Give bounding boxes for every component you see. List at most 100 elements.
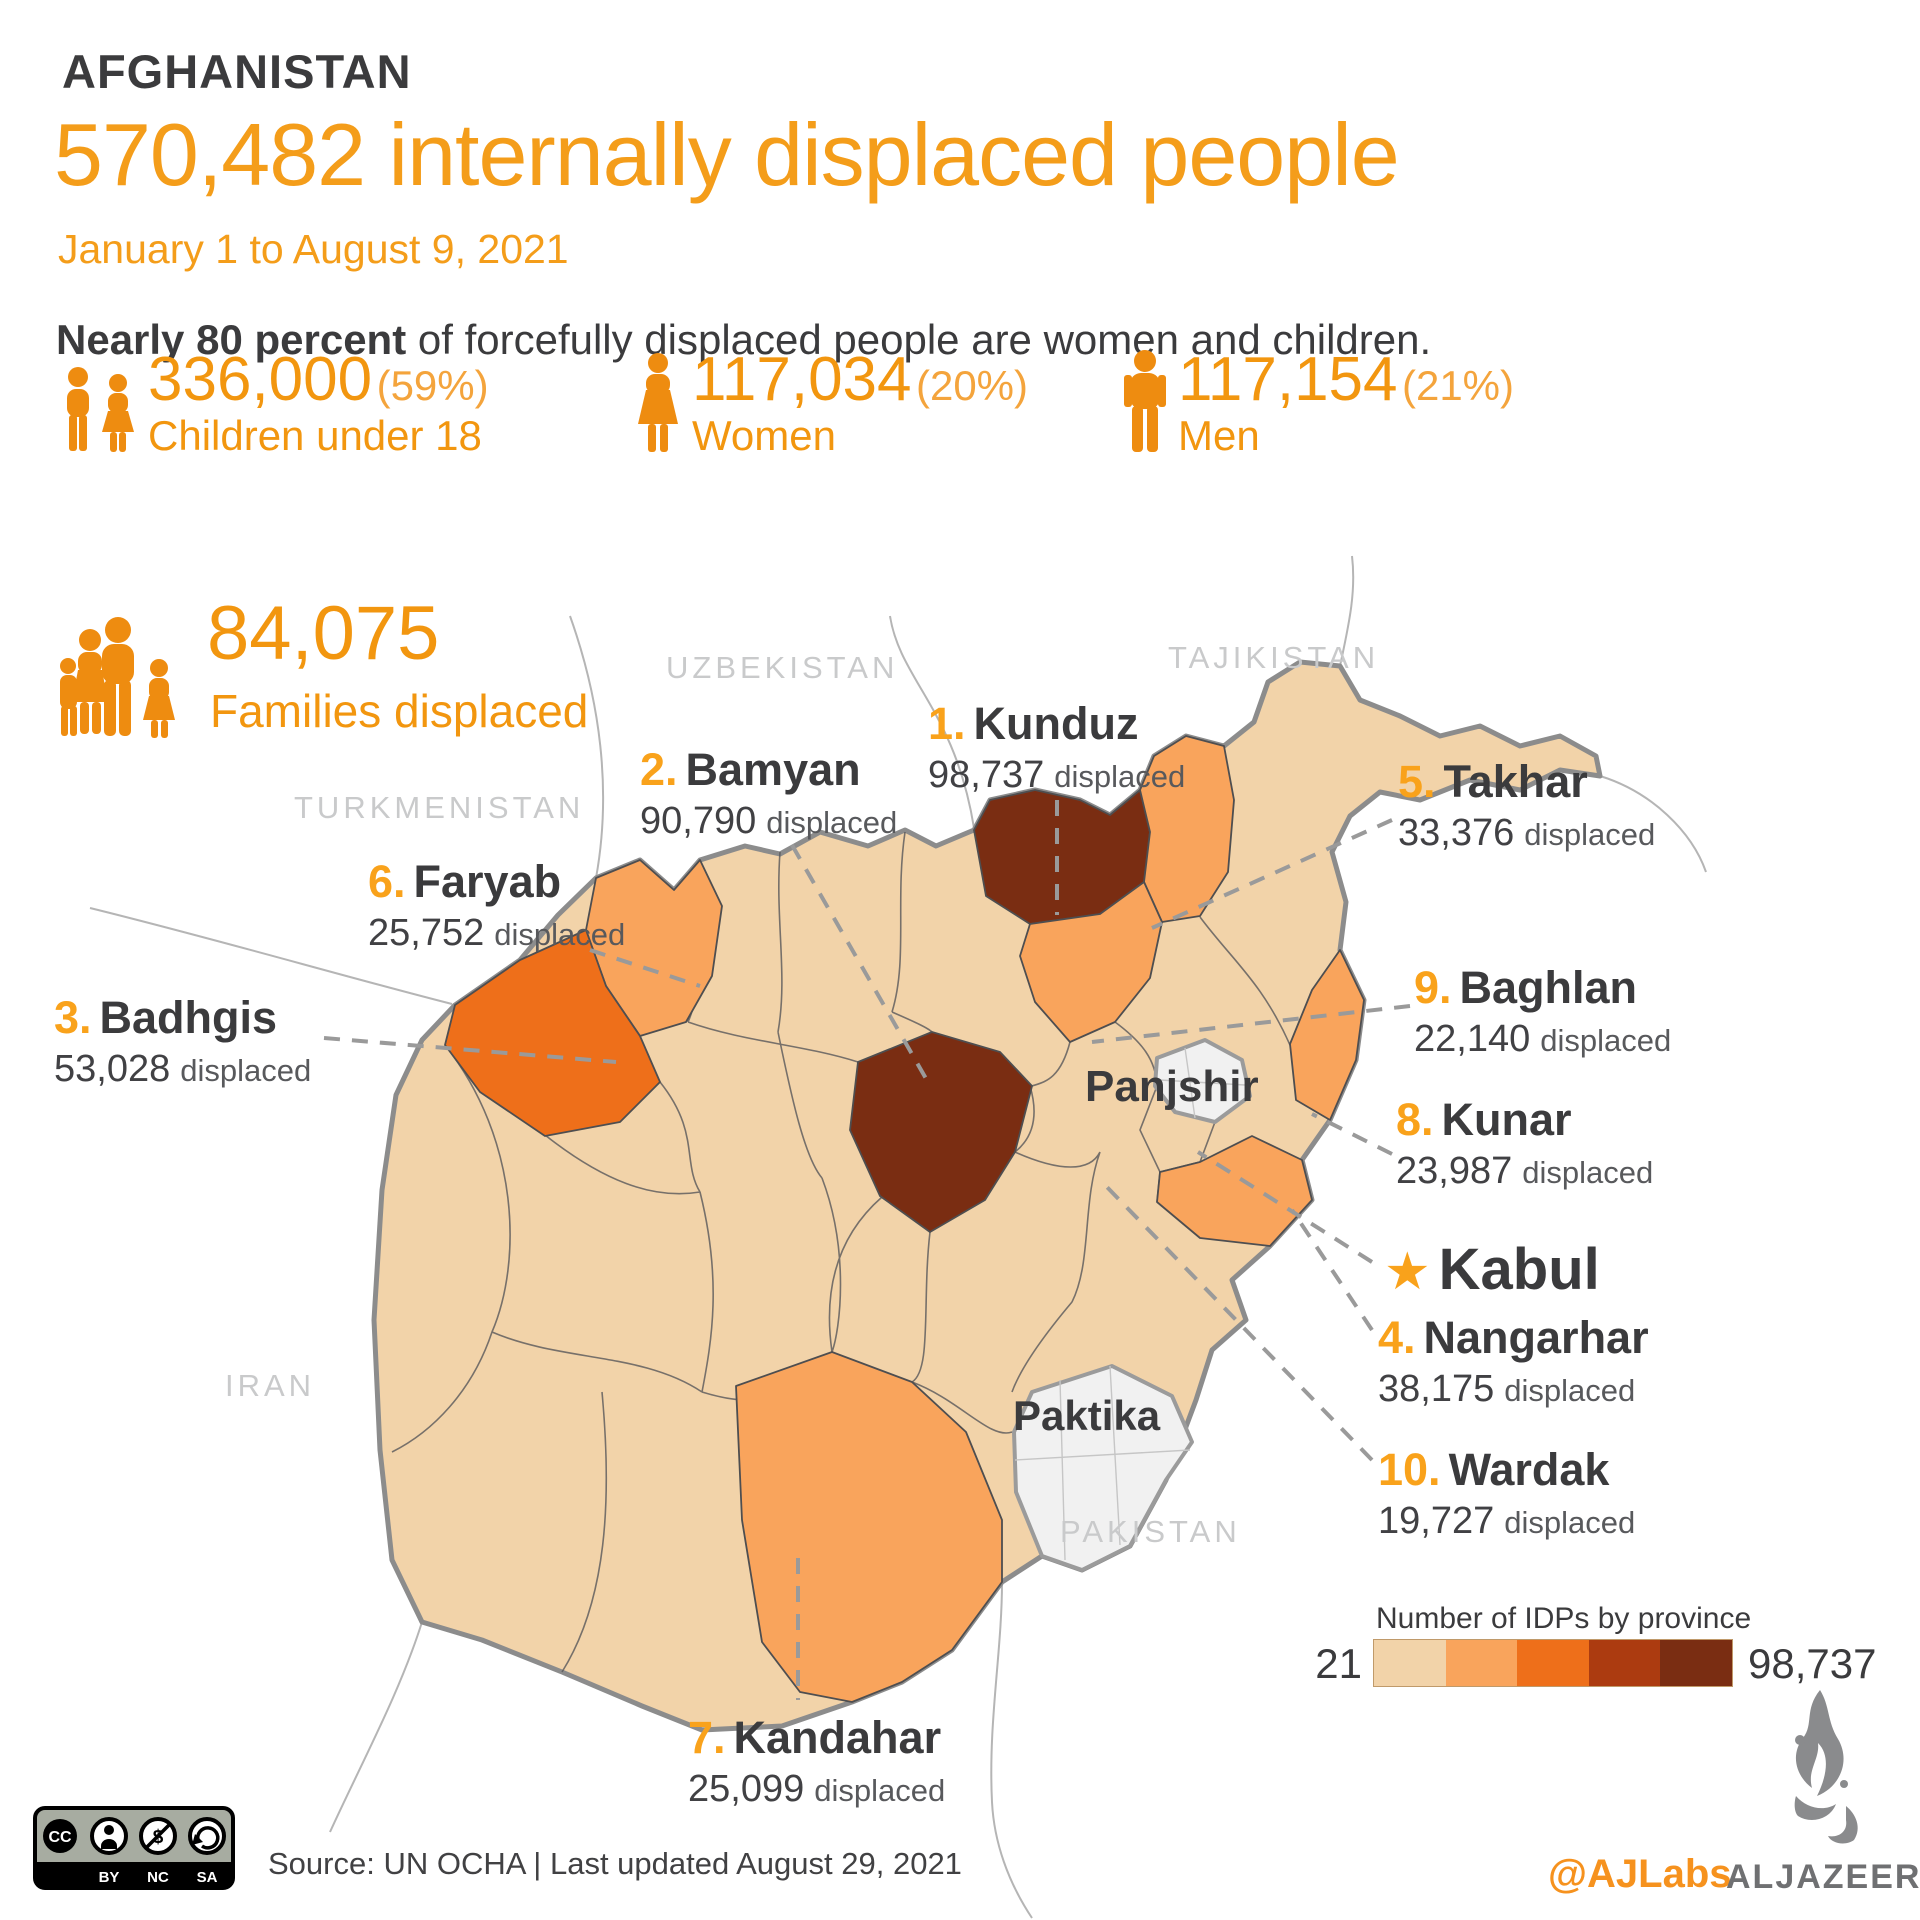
children-value: 336,000 [148, 345, 373, 414]
men-pct: (21%) [1401, 362, 1515, 409]
province-panjshir [1153, 1038, 1252, 1124]
callout-name: Takhar [1443, 756, 1588, 807]
children-icon [58, 366, 142, 454]
callout-name: Baghlan [1459, 962, 1638, 1013]
callout-rank: 8. [1396, 1094, 1434, 1145]
legend-title: Number of IDPs by province [1376, 1602, 1752, 1635]
children-stat: 336,000 (59%) [148, 344, 489, 415]
label-panjshir: Panjshir [1085, 1062, 1259, 1111]
ajlabs-handle: @AJLabs [1548, 1852, 1732, 1896]
province-badghis [444, 929, 661, 1137]
callout-kunar: 8. Kunar 23,987 displaced [1396, 1094, 1653, 1193]
neighbor-borders [89, 555, 1707, 1919]
callout-name: Kandahar [733, 1712, 942, 1763]
callout-value: 53,028 [54, 1048, 171, 1090]
legend-swatch-4 [1588, 1640, 1661, 1686]
province-bamyan [849, 1031, 1033, 1233]
women-value: 117,034 [692, 345, 912, 414]
label-tajikistan: TAJIKISTAN [1168, 640, 1380, 675]
lead-sentence: Nearly 80 percent of forcefully displace… [56, 316, 1431, 364]
callout-name: Kunar [1441, 1094, 1572, 1145]
legend-max: 98,737 [1748, 1640, 1877, 1687]
label-uzbekistan: UZBEKISTAN [666, 650, 899, 685]
callout-rank: 3. [54, 992, 92, 1043]
callout-name: Badhgis [99, 992, 278, 1043]
callout-kabul: ★ Kabul [1384, 1236, 1600, 1303]
lead-bold: Nearly 80 percent [56, 316, 407, 363]
callout-kandahar: 7. Kandahar 25,099 displaced [688, 1712, 945, 1811]
callout-value: 25,752 [368, 912, 485, 954]
callout-rank: 9. [1414, 962, 1452, 1013]
callout-rank: 4. [1378, 1312, 1416, 1363]
family-icon [56, 602, 196, 742]
men-label: Men [1178, 412, 1260, 459]
lead-rest: of forcefully displaced people are women… [406, 316, 1432, 363]
man-icon [1120, 350, 1170, 454]
women-stat: 117,034 (20%) [692, 344, 1028, 415]
district-lines [1014, 1047, 1246, 1561]
legend-swatch-5 [1660, 1640, 1732, 1686]
callout-value: 98,737 [928, 754, 1045, 796]
callout-value: 38,175 [1378, 1368, 1495, 1410]
callout-baghlan: 9. Baghlan 22,140 displaced [1414, 962, 1671, 1061]
cc-sa-label: SA [197, 1869, 218, 1886]
province-baghlan [1019, 881, 1163, 1043]
children-pct: (59%) [376, 362, 489, 409]
callout-rank: 2. [640, 744, 678, 795]
legend-swatch-2 [1445, 1640, 1518, 1686]
callout-faryab: 6. Faryab 25,752 displaced [368, 856, 625, 955]
callout-kunduz: 1. Kunduz 98,737 displaced [928, 698, 1185, 797]
date-range: January 1 to August 9, 2021 [58, 226, 569, 272]
children-label: Children under 18 [148, 412, 482, 459]
callout-nangarhar: 4. Nangarhar 38,175 displaced [1378, 1312, 1649, 1411]
callout-bamyan: 2. Bamyan 90,790 displaced [640, 744, 897, 843]
callout-suffix: displaced [1504, 1373, 1636, 1408]
callout-suffix: displaced [814, 1773, 946, 1808]
province-kunar [1289, 949, 1365, 1121]
families-label: Families displaced [210, 685, 589, 737]
callout-name: Nangarhar [1423, 1312, 1649, 1363]
callout-suffix: displaced [1524, 817, 1656, 852]
callout-name: Kunduz [973, 698, 1139, 749]
legend-color-ramp [1373, 1639, 1733, 1687]
callout-value: 33,376 [1398, 812, 1515, 854]
callout-rank: 10. [1378, 1444, 1441, 1495]
callout-suffix: displaced [180, 1053, 312, 1088]
callout-rank: 5. [1398, 756, 1436, 807]
callout-value: 23,987 [1396, 1150, 1513, 1192]
callout-takhar: 5. Takhar 33,376 displaced [1398, 756, 1655, 855]
province-paktika [1012, 1364, 1194, 1572]
callout-value: 90,790 [640, 800, 757, 842]
cc-license-badge: CC $ BY NC SA [33, 1806, 235, 1890]
callout-wardak: 10. Wardak 19,727 displaced [1378, 1444, 1635, 1543]
source-note: Source: UN OCHA | Last updated August 29… [268, 1846, 962, 1881]
women-pct: (20%) [915, 362, 1029, 409]
men-value: 117,154 [1178, 345, 1398, 414]
aljazeera-wordmark: ALJAZEERA [1726, 1858, 1920, 1896]
callout-suffix: displaced [1054, 759, 1186, 794]
callout-suffix: displaced [1522, 1155, 1654, 1190]
families-value: 84,075 [207, 591, 440, 676]
callout-value: 25,099 [688, 1768, 805, 1810]
callout-suffix: displaced [1540, 1023, 1672, 1058]
legend-swatch-1 [1374, 1640, 1446, 1686]
kabul-star-icon: ★ [1384, 1242, 1431, 1302]
label-iran: IRAN [225, 1368, 316, 1403]
legend-swatch-3 [1517, 1640, 1589, 1686]
province-nangarhar [1156, 1135, 1313, 1247]
callout-suffix: displaced [766, 805, 898, 840]
label-paktika: Paktika [1013, 1392, 1161, 1439]
aljazeera-logo-icon [1766, 1688, 1870, 1848]
callout-rank: 1. [928, 698, 966, 749]
callout-badhgis: 3. Badhgis 53,028 displaced [54, 992, 311, 1091]
woman-icon [634, 352, 682, 454]
callout-value: 22,140 [1414, 1018, 1531, 1060]
callout-rank: 7. [688, 1712, 726, 1763]
women-label: Women [692, 412, 836, 459]
label-pakistan: PAKISTAN [1060, 1514, 1241, 1549]
callout-name: Faryab [413, 856, 562, 907]
svg-text:CC: CC [48, 1829, 72, 1846]
men-stat: 117,154 (21%) [1178, 344, 1514, 415]
kabul-name: Kabul [1438, 1237, 1600, 1302]
